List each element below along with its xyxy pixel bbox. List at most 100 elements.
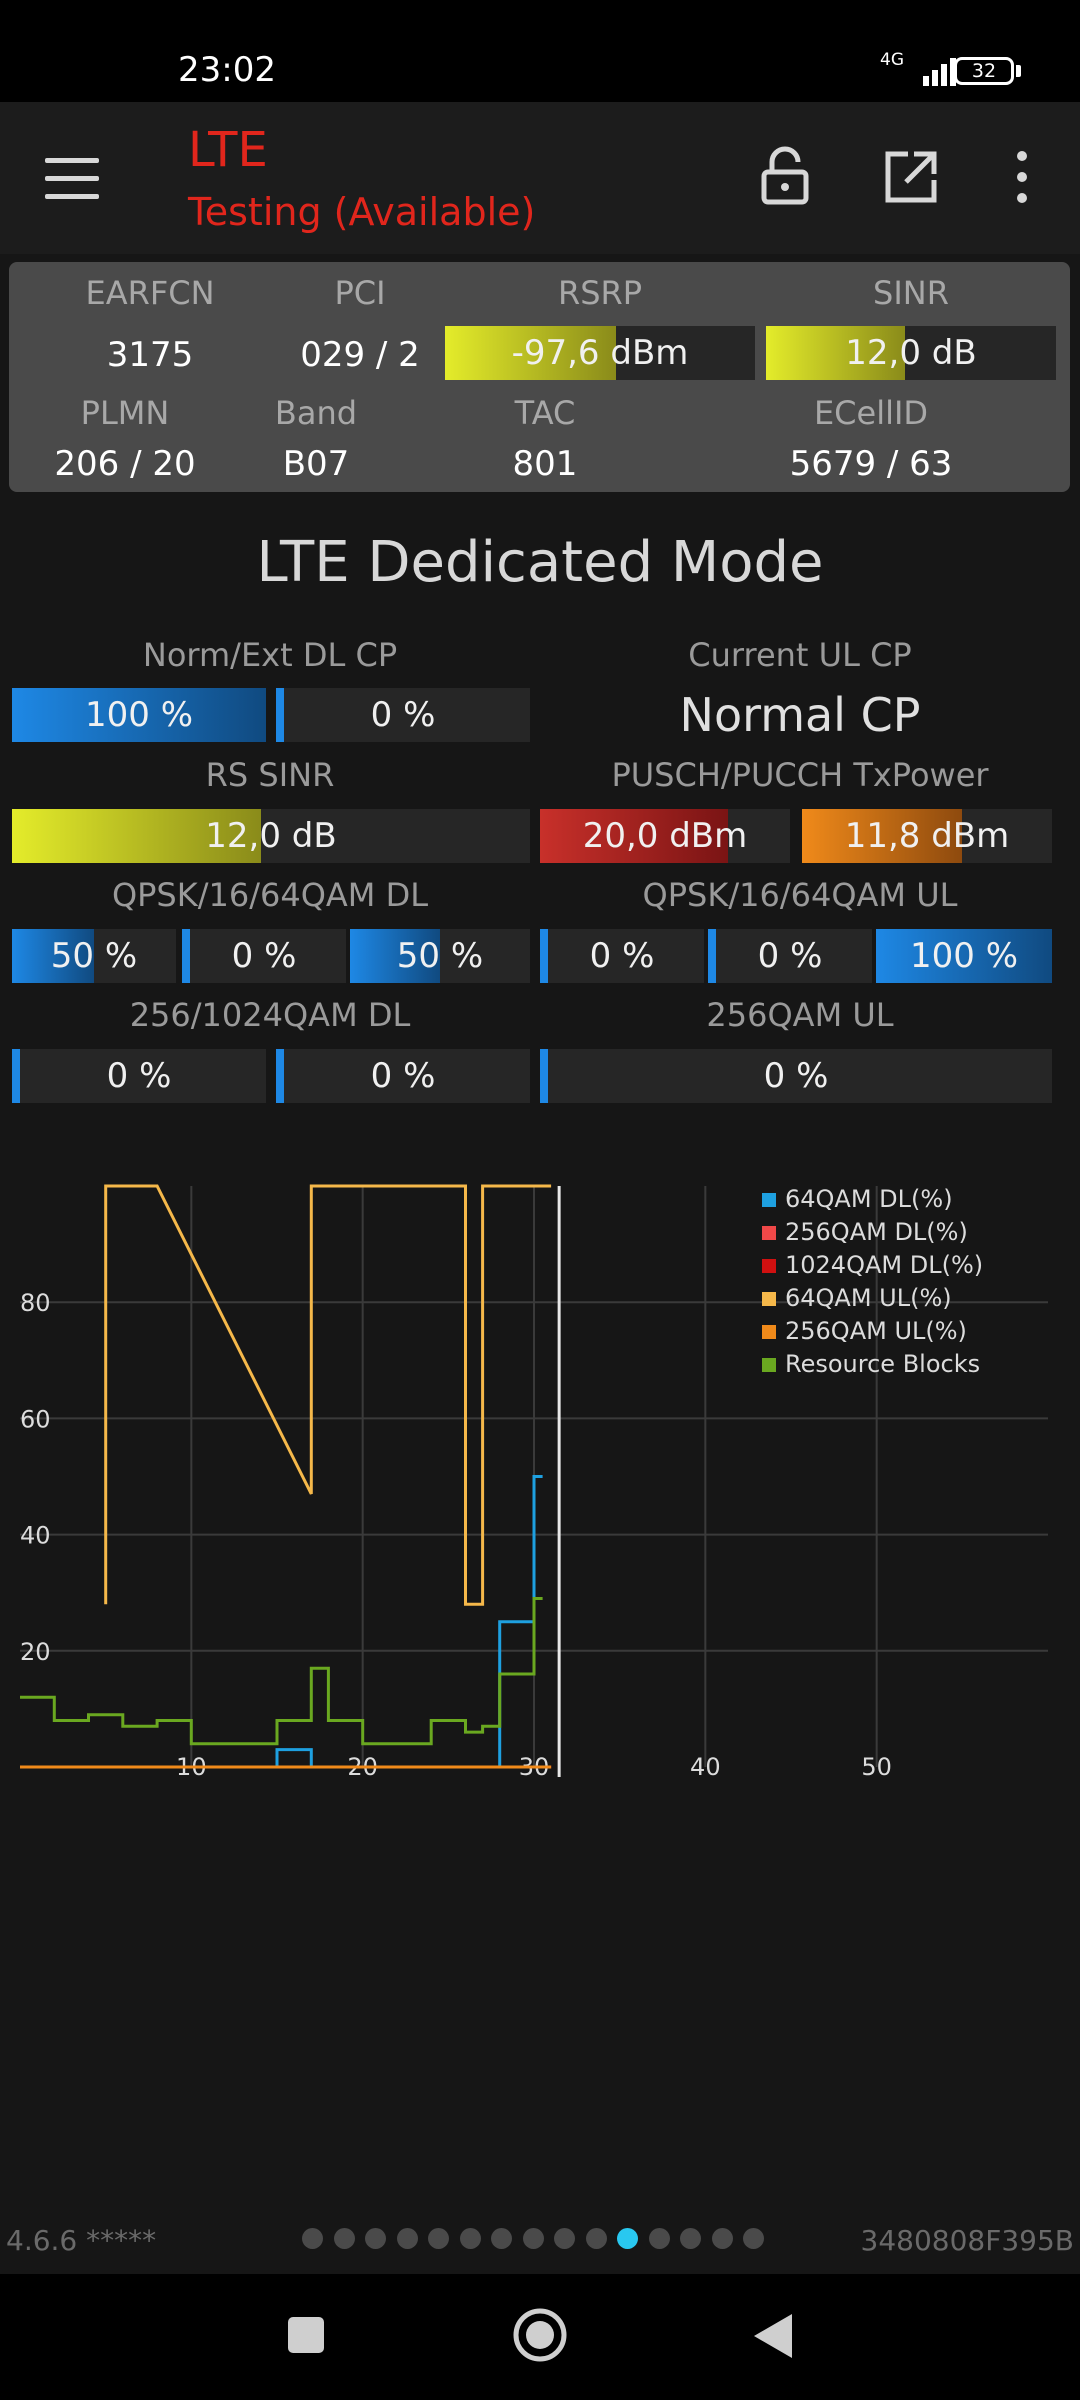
page-dot[interactable] xyxy=(333,2228,355,2249)
tac-value: 801 xyxy=(512,444,578,484)
qam-ul-16-bar: 0 % xyxy=(708,929,872,983)
qam-ul-qpsk-fill xyxy=(540,929,548,983)
qam-ul-qpsk-value: 0 % xyxy=(589,936,655,976)
app-subtitle: Testing (Available) xyxy=(188,190,536,234)
page-dot[interactable] xyxy=(554,2228,575,2249)
pucch-value: 11,8 dBm xyxy=(844,816,1010,856)
dl-cp-norm-bar: 100 % xyxy=(12,688,266,742)
page-dot[interactable] xyxy=(459,2228,481,2249)
app-version: 4.6.6 ***** xyxy=(6,2224,157,2257)
qam-dl-16-fill xyxy=(182,929,190,983)
earfcn-value: 3175 xyxy=(106,335,194,375)
page-dot[interactable] xyxy=(491,2228,512,2249)
navigation-bar xyxy=(0,2274,1080,2400)
legend-label: 256QAM DL(%) xyxy=(785,1218,968,1246)
y-tick-label: 20 xyxy=(20,1638,51,1666)
legend-swatch xyxy=(762,1358,776,1372)
legend-label: Resource Blocks xyxy=(785,1350,980,1378)
legend-label: 1024QAM DL(%) xyxy=(785,1251,983,1279)
qam256-ul-bar: 0 % xyxy=(540,1049,1052,1103)
dl-cp-label: Norm/Ext DL CP xyxy=(142,636,398,674)
qam1024-dl-value: 0 % xyxy=(370,1056,436,1096)
page-dot[interactable] xyxy=(428,2228,449,2249)
qam256-dl-value: 0 % xyxy=(106,1056,172,1096)
qam256-dl-fill xyxy=(12,1049,20,1103)
qam-ul-label: QPSK/16/64QAM UL xyxy=(642,876,958,914)
legend-label: 64QAM DL(%) xyxy=(785,1185,953,1213)
app-bar xyxy=(0,102,1080,254)
dl-cp-norm-fill xyxy=(12,688,266,742)
qam256-ul-label: 256QAM UL xyxy=(706,996,894,1034)
qam256-ul-fill xyxy=(540,1049,548,1103)
ecellid-label: ECellID xyxy=(813,394,929,432)
page-dot[interactable] xyxy=(680,2228,701,2249)
x-tick-label: 50 xyxy=(861,1753,892,1780)
ul-cp-label: Current UL CP xyxy=(688,636,912,674)
qam-ul-16-value: 0 % xyxy=(757,936,823,976)
recents-icon[interactable] xyxy=(287,2316,325,2354)
page-dot[interactable] xyxy=(648,2228,670,2249)
page-dot[interactable] xyxy=(522,2228,544,2249)
rs-sinr-fill xyxy=(12,809,261,863)
pusch-bar: 20,0 dBm xyxy=(540,809,790,863)
dl-cp-ext-value: 0 % xyxy=(370,695,436,735)
rs-sinr-label: RS SINR xyxy=(205,756,335,794)
legend-swatch xyxy=(762,1259,776,1273)
lock-icon[interactable] xyxy=(760,146,810,206)
qam-dl-16-value: 0 % xyxy=(231,936,297,976)
back-icon[interactable] xyxy=(752,2312,794,2360)
series-line xyxy=(104,1184,552,1606)
y-tick-label: 60 xyxy=(20,1405,51,1433)
page-dot[interactable] xyxy=(711,2228,733,2249)
menu-icon[interactable] xyxy=(45,158,99,200)
more-options-icon[interactable] xyxy=(1010,150,1034,204)
qam-ul-64-bar: 100 % xyxy=(876,929,1052,983)
dl-cp-norm-value: 100 % xyxy=(84,695,193,735)
qam-dl-qpsk-bar: 50 % xyxy=(12,929,176,983)
qam-dl-64-fill xyxy=(350,929,440,983)
rsrp-bar-fill xyxy=(445,326,616,380)
qam-ul-64-value: 100 % xyxy=(909,936,1018,976)
home-icon[interactable] xyxy=(512,2307,568,2363)
qam256-dl-label: 256/1024QAM DL xyxy=(129,996,411,1034)
ul-cp-value: Normal CP xyxy=(679,688,921,742)
app-title: LTE xyxy=(188,122,268,178)
y-tick-label: 80 xyxy=(20,1289,51,1317)
page-dot[interactable] xyxy=(743,2228,764,2249)
dl-cp-ext-fill xyxy=(276,688,284,742)
plmn-value: 206 / 20 xyxy=(54,444,196,484)
battery-level: 32 xyxy=(971,60,997,82)
open-external-icon[interactable] xyxy=(884,150,938,204)
rsrp-label: RSRP xyxy=(557,274,643,312)
legend-swatch xyxy=(762,1226,776,1240)
legend-swatch xyxy=(762,1193,776,1207)
y-tick-label: 40 xyxy=(20,1522,51,1550)
page-dot[interactable] xyxy=(396,2228,418,2249)
tac-label: TAC xyxy=(514,394,576,432)
txpower-label: PUSCH/PUCCH TxPower xyxy=(611,756,989,794)
qam-dl-16-bar: 0 % xyxy=(182,929,346,983)
legend-swatch xyxy=(762,1325,776,1339)
page-dot[interactable] xyxy=(585,2228,607,2249)
pci-label: PCI xyxy=(334,274,386,312)
rsrp-value: -97,6 dBm xyxy=(511,333,689,373)
battery-icon: 32 xyxy=(954,57,1014,85)
page-dot[interactable] xyxy=(365,2228,386,2249)
qam1024-dl-fill xyxy=(276,1049,284,1103)
x-tick-label: 40 xyxy=(690,1753,721,1780)
series-line xyxy=(20,1597,543,1746)
qam256-dl-bar: 0 % xyxy=(12,1049,266,1103)
dl-cp-ext-bar: 0 % xyxy=(276,688,530,742)
sinr-bar-fill xyxy=(766,326,906,380)
qam-dl-qpsk-fill xyxy=(12,929,94,983)
section-title: LTE Dedicated Mode xyxy=(256,530,824,595)
rs-sinr-bar: 12,0 dB xyxy=(12,809,530,863)
rs-sinr-value: 12,0 dB xyxy=(205,816,337,856)
plmn-label: PLMN xyxy=(80,394,170,432)
pci-value: 029 / 2 xyxy=(300,335,420,375)
page-dot[interactable] xyxy=(302,2228,323,2249)
status-bar: 23:02 4G 32 xyxy=(0,0,1080,102)
signal-icon xyxy=(923,58,956,86)
page-dot[interactable] xyxy=(617,2228,638,2249)
